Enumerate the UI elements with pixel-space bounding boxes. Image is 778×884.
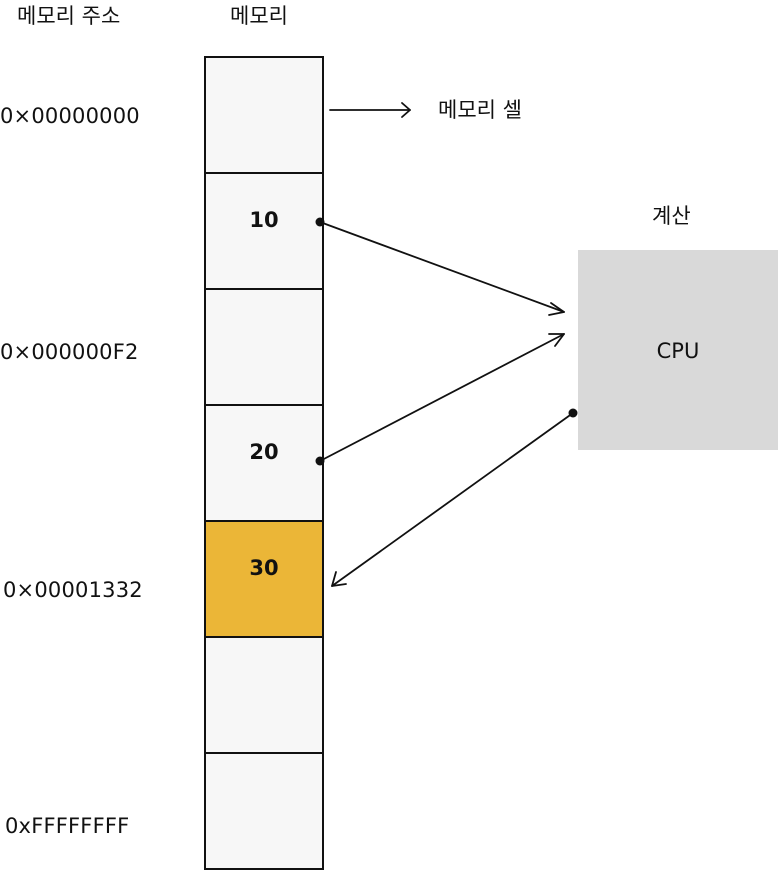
address-label: 0×00000000	[0, 104, 140, 128]
dot-20	[315, 456, 325, 466]
arrow-20-to-cpu	[319, 333, 565, 462]
arrow-10-to-cpu	[319, 221, 565, 313]
cell-value: 20	[249, 440, 279, 464]
arrow-cpu-to-30	[331, 412, 574, 587]
arrowhead-20-to-cpu	[548, 333, 565, 347]
memory-address-header: 메모리 주소	[17, 4, 121, 28]
memory-cell: 20	[204, 404, 324, 522]
cpu-label: CPU	[656, 339, 700, 363]
memory-cell	[204, 288, 324, 406]
cpu-box: CPU	[578, 250, 778, 450]
cell-value: 30	[249, 556, 279, 580]
cell-value: 10	[249, 208, 279, 232]
memory-cell	[204, 752, 324, 870]
arrowhead-cpu-to-30	[331, 571, 347, 587]
address-label: 0×000000F2	[0, 340, 139, 364]
memory-cell-highlighted: 30	[204, 520, 324, 638]
memory-column: 10 20 30	[204, 56, 324, 870]
memory-header: 메모리	[230, 4, 288, 28]
memory-cell-arrowhead	[401, 102, 411, 118]
dot-cpu	[568, 408, 578, 418]
cpu-caption: 계산	[652, 204, 691, 228]
address-label: 0×00001332	[3, 578, 143, 602]
arrowhead-10-to-cpu	[548, 302, 565, 316]
address-label: 0xFFFFFFFF	[5, 814, 130, 838]
dot-10	[315, 217, 325, 227]
memory-cell-label: 메모리 셀	[438, 98, 522, 122]
